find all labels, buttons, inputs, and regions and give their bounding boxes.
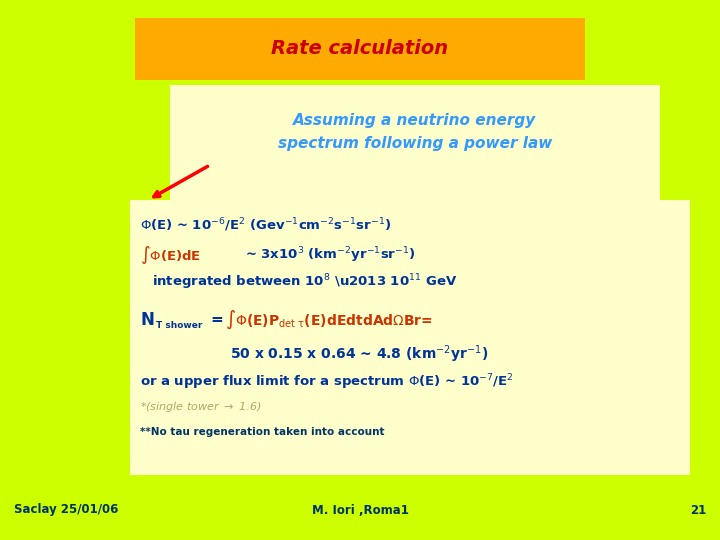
Text: Assuming a neutrino energy
spectrum following a power law: Assuming a neutrino energy spectrum foll… bbox=[278, 113, 552, 151]
Text: or a upper flux limit for a spectrum $\Phi$(E) ~ 10$^{-7}$/E$^{2}$: or a upper flux limit for a spectrum $\P… bbox=[140, 372, 513, 392]
FancyBboxPatch shape bbox=[130, 200, 690, 475]
Text: Saclay 25/01/06: Saclay 25/01/06 bbox=[14, 503, 118, 516]
Text: 50 x 0.15 x 0.64 ~ 4.8 (km$^{-2}$yr$^{-1}$): 50 x 0.15 x 0.64 ~ 4.8 (km$^{-2}$yr$^{-1… bbox=[230, 343, 488, 365]
Text: 21: 21 bbox=[690, 503, 706, 516]
Text: T shower: T shower bbox=[156, 321, 202, 330]
Text: M. Iori ,Roma1: M. Iori ,Roma1 bbox=[312, 503, 408, 516]
FancyBboxPatch shape bbox=[170, 85, 660, 200]
Text: *(single tower $\rightarrow$ 1.6): *(single tower $\rightarrow$ 1.6) bbox=[140, 400, 261, 414]
Text: $\int$$\Phi$(E)dE: $\int$$\Phi$(E)dE bbox=[140, 244, 201, 266]
Text: **No tau regeneration taken into account: **No tau regeneration taken into account bbox=[140, 427, 384, 437]
FancyBboxPatch shape bbox=[135, 18, 585, 80]
Text: Rate calculation: Rate calculation bbox=[271, 39, 449, 58]
Text: $\int$$\Phi$(E)P$_{\rm det\ \tau}$(E)dEdtdAd$\Omega$Br=: $\int$$\Phi$(E)P$_{\rm det\ \tau}$(E)dEd… bbox=[225, 309, 433, 331]
Text: N: N bbox=[140, 311, 154, 329]
Text: =: = bbox=[210, 313, 222, 327]
Text: integrated between 10$^{8}$ \u2013 10$^{11}$ GeV: integrated between 10$^{8}$ \u2013 10$^{… bbox=[152, 272, 457, 292]
Text: $\Phi$(E) ~ 10$^{-6}$/E$^{2}$ (Gev$^{-1}$cm$^{-2}$s$^{-1}$sr$^{-1}$): $\Phi$(E) ~ 10$^{-6}$/E$^{2}$ (Gev$^{-1}… bbox=[140, 216, 392, 234]
Text: ~ 3x10$^{3}$ (km$^{-2}$yr$^{-1}$sr$^{-1}$): ~ 3x10$^{3}$ (km$^{-2}$yr$^{-1}$sr$^{-1}… bbox=[245, 245, 415, 265]
